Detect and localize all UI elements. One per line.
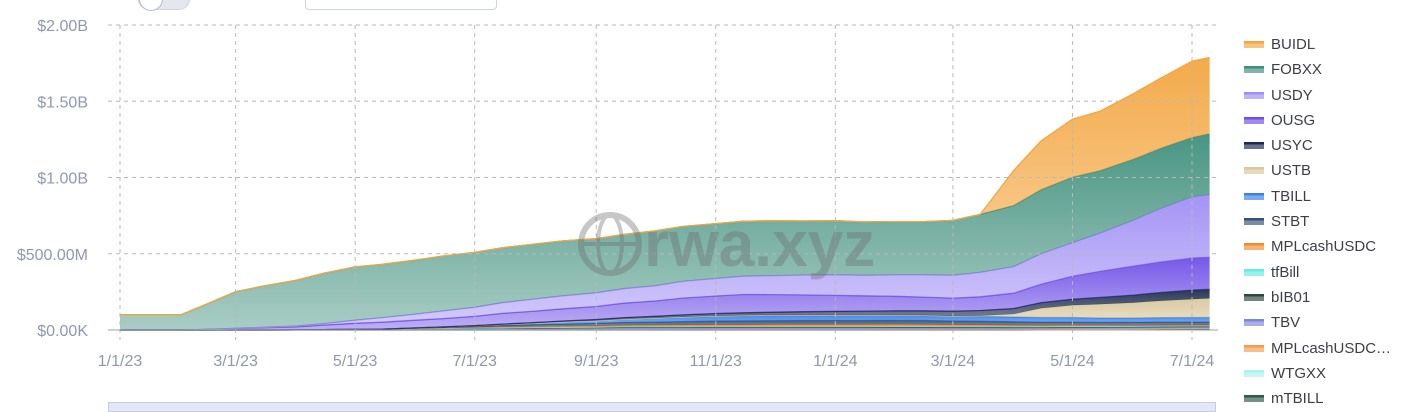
- stacked-area-chart: rwa.xyz $2.00B $1.50B $1.00B $500.00M $0.00K…: [17, 18, 1218, 370]
- globe-icon: [578, 212, 642, 276]
- legend-label: TBILL: [1271, 187, 1312, 205]
- watermark-text: rwa.xyz: [644, 208, 875, 280]
- legend-swatch: [1244, 167, 1264, 175]
- legend-label: TBV: [1271, 314, 1301, 332]
- legend-swatch: [1244, 218, 1264, 226]
- y-tick-label: $2.00B: [37, 18, 88, 35]
- x-tick-label: 5/1/23: [333, 353, 378, 370]
- x-tick-label: 5/1/24: [1050, 353, 1095, 370]
- x-tick-label: 3/1/24: [931, 353, 976, 370]
- area-line-usdy: [120, 194, 1210, 331]
- area-mplcashusdc[interactable]: [120, 324, 1210, 330]
- display-select[interactable]: [305, 0, 497, 10]
- legend-item[interactable]: tfBill: [1240, 260, 1408, 285]
- legend-item[interactable]: FOBXX: [1240, 57, 1408, 82]
- legend-item[interactable]: STBT: [1240, 209, 1408, 234]
- legend-label: USYC: [1271, 137, 1313, 155]
- legend-swatch: [1244, 293, 1264, 301]
- area-layer: [120, 56, 1210, 331]
- x-tick-label: 1/1/23: [98, 353, 143, 370]
- legend-swatch: [1244, 319, 1264, 327]
- grid-lines: [108, 24, 1218, 340]
- legend-item[interactable]: MPLcashUSDC…: [1240, 336, 1408, 361]
- legend-item[interactable]: OUSG: [1240, 108, 1408, 133]
- legend-swatch: [1244, 268, 1264, 276]
- legend-swatch: [1244, 369, 1264, 377]
- legend-swatch: [1244, 395, 1264, 403]
- x-tick-label: 1/1/24: [813, 353, 858, 370]
- legend-swatch: [1244, 66, 1264, 74]
- y-tick-label: $1.50B: [37, 94, 88, 111]
- legend-label: bIB01: [1271, 288, 1311, 306]
- globe-meridian: [596, 213, 624, 275]
- legend-item[interactable]: TBV: [1240, 310, 1408, 335]
- legend-label: tfBill: [1271, 263, 1300, 281]
- legend-item[interactable]: bIB01: [1240, 285, 1408, 310]
- legend-item[interactable]: WTGXX: [1240, 361, 1408, 386]
- legend-item[interactable]: USTB: [1240, 158, 1408, 183]
- legend-item[interactable]: MPLcashUSDC: [1240, 234, 1408, 259]
- area-line-buidl: [120, 56, 1210, 316]
- legend-item[interactable]: USYC: [1240, 133, 1408, 158]
- legend-swatch: [1244, 142, 1264, 150]
- legend-item[interactable]: mTBILL: [1240, 386, 1408, 411]
- x-tick-label: 7/1/23: [452, 353, 497, 370]
- x-tick-label: 9/1/23: [574, 353, 619, 370]
- y-tick-label: $0.00K: [37, 323, 88, 340]
- legend-label: USDY: [1271, 86, 1313, 104]
- x-tick-label: 3/1/23: [213, 353, 258, 370]
- chart-legend: BUIDL FOBXX USDY OUSG USYC USTB TBILL STBT MPLca…: [1240, 32, 1408, 411]
- legend-label: mTBILL: [1271, 390, 1324, 408]
- legend-item[interactable]: TBILL: [1240, 184, 1408, 209]
- range-brush[interactable]: [108, 402, 1216, 412]
- legend-swatch: [1244, 243, 1264, 251]
- legend-label: OUSG: [1271, 111, 1316, 129]
- area-tbill[interactable]: [120, 315, 1210, 330]
- legend-swatch: [1244, 116, 1264, 124]
- legend-label: STBT: [1271, 213, 1310, 231]
- legend-label: FOBXX: [1271, 61, 1322, 79]
- legend-swatch: [1244, 41, 1264, 48]
- legend-label: MPLcashUSDC: [1271, 238, 1377, 256]
- chart-controls: [0, 0, 600, 12]
- area-ousg[interactable]: [120, 257, 1210, 330]
- area-fobxx[interactable]: [120, 133, 1210, 330]
- legend-label: WTGXX: [1271, 364, 1326, 382]
- legend-item[interactable]: BUIDL: [1240, 32, 1408, 57]
- y-tick-label: $500.00M: [17, 247, 88, 264]
- y-tick-label: $1.00B: [37, 171, 88, 188]
- legend-label: BUIDL: [1271, 36, 1316, 53]
- axis-ticks: $2.00B $1.50B $1.00B $500.00M $0.00K 1/1/23 3/…: [17, 18, 1215, 370]
- x-tick-label: 7/1/24: [1170, 353, 1215, 370]
- legend-swatch: [1244, 192, 1264, 200]
- legend-swatch: [1244, 344, 1264, 352]
- area-stbt[interactable]: [120, 320, 1210, 330]
- x-tick-label: 11/1/23: [690, 353, 742, 370]
- watermark: rwa.xyz: [578, 208, 875, 280]
- area-usdy[interactable]: [120, 194, 1210, 330]
- legend-label: USTB: [1271, 162, 1312, 180]
- legend-label: MPLcashUSDC…: [1271, 339, 1392, 357]
- legend-swatch: [1244, 91, 1264, 99]
- legend-item[interactable]: USDY: [1240, 83, 1408, 108]
